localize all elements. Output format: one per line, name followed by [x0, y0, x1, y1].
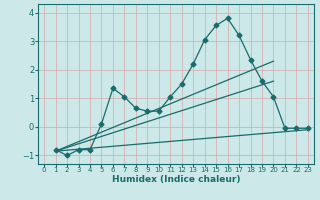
X-axis label: Humidex (Indice chaleur): Humidex (Indice chaleur) [112, 175, 240, 184]
